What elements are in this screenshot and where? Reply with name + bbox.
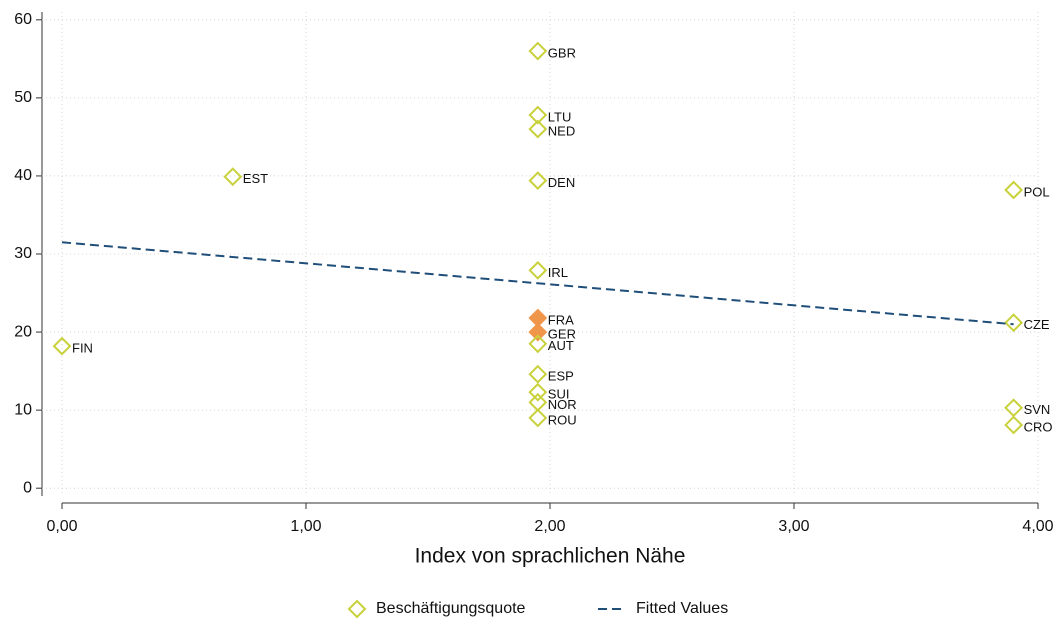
point bbox=[1004, 415, 1024, 435]
point-label: EST bbox=[243, 171, 268, 186]
point-label: LTU bbox=[548, 109, 572, 124]
y-tick-label: 60 bbox=[14, 11, 32, 28]
point bbox=[528, 322, 548, 342]
y-tick-label: 0 bbox=[23, 479, 32, 496]
fitted-line bbox=[61, 241, 1014, 326]
point bbox=[528, 334, 548, 354]
point bbox=[528, 41, 548, 61]
point-label: GBR bbox=[548, 45, 576, 60]
point bbox=[528, 119, 548, 139]
point bbox=[528, 392, 548, 412]
x-tick-label: 3,00 bbox=[778, 518, 809, 535]
x-tick-label: 2,00 bbox=[534, 518, 565, 535]
point bbox=[52, 336, 72, 356]
point bbox=[1004, 313, 1024, 333]
legend-marker bbox=[347, 599, 367, 619]
point bbox=[1004, 398, 1024, 418]
point-label: IRL bbox=[548, 265, 568, 280]
point bbox=[528, 171, 548, 191]
y-tick-label: 40 bbox=[14, 167, 32, 184]
point-label: AUT bbox=[548, 338, 574, 353]
y-tick-label: 10 bbox=[14, 401, 32, 418]
point-label: GER bbox=[548, 327, 576, 342]
point-label: SVN bbox=[1024, 402, 1051, 417]
point bbox=[223, 167, 243, 187]
point-label: FRA bbox=[548, 312, 574, 327]
point-label: FIN bbox=[72, 341, 93, 356]
x-tick-label: 0,00 bbox=[46, 518, 77, 535]
point bbox=[528, 364, 548, 384]
point-label: NOR bbox=[548, 397, 577, 412]
point bbox=[528, 260, 548, 280]
point-label: NED bbox=[548, 124, 575, 139]
y-tick-label: 20 bbox=[14, 323, 32, 340]
x-tick-label: 4,00 bbox=[1022, 518, 1053, 535]
point-label: CRO bbox=[1024, 419, 1053, 434]
point-label: POL bbox=[1024, 184, 1050, 199]
y-tick-label: 50 bbox=[14, 89, 32, 106]
point bbox=[528, 105, 548, 125]
point-label: CZE bbox=[1024, 317, 1050, 332]
point-label: ESP bbox=[548, 369, 574, 384]
point bbox=[528, 382, 548, 402]
point-label: SUI bbox=[548, 387, 570, 402]
point bbox=[528, 408, 548, 428]
point bbox=[1004, 180, 1024, 200]
legend-label: Beschäftigungsquote bbox=[376, 600, 526, 617]
legend-label: Fitted Values bbox=[636, 600, 728, 617]
point-label: DEN bbox=[548, 175, 575, 190]
y-tick-label: 30 bbox=[14, 245, 32, 262]
point-label: ROU bbox=[548, 412, 577, 427]
x-axis-label: Index von sprachlichen Nähe bbox=[415, 545, 686, 568]
x-tick-label: 1,00 bbox=[290, 518, 321, 535]
